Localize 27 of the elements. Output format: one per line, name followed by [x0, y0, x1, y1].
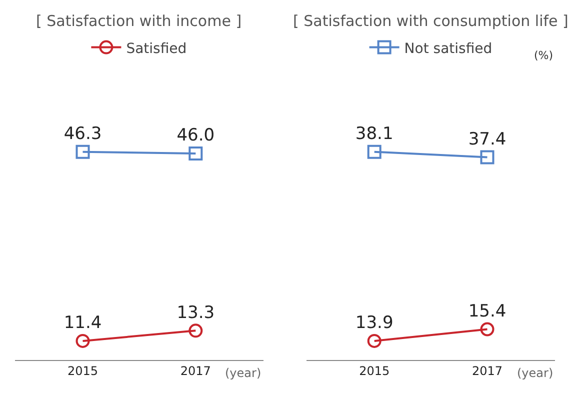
- point: [188, 146, 203, 160]
- data-label: 46.0: [176, 126, 215, 146]
- x-axis-title: (year): [225, 366, 262, 380]
- point: [188, 324, 203, 338]
- legend-label: Not satisfied: [404, 40, 492, 57]
- data-label: 13.3: [176, 302, 215, 323]
- y-axis-title: (%): [534, 49, 554, 62]
- point: [480, 150, 494, 164]
- data-label: 13.9: [355, 313, 394, 334]
- x-tick-label: 2015: [359, 364, 390, 378]
- data-label: 11.4: [64, 313, 102, 334]
- legend-label: Satisfied: [126, 40, 187, 57]
- point: [76, 144, 90, 159]
- x-tick-label: 2015: [67, 364, 98, 378]
- x-tick-label: 2017: [472, 364, 503, 378]
- data-label: 46.3: [64, 124, 102, 144]
- data-label: 15.4: [468, 301, 506, 322]
- x-tick-label: 2017: [180, 364, 211, 378]
- point: [367, 144, 382, 159]
- chart-title: [ Satisfaction with income ]: [36, 12, 242, 30]
- point: [76, 334, 90, 348]
- point: [480, 322, 494, 336]
- chart-title: [ Satisfaction with consumption life ]: [293, 12, 568, 30]
- data-label: 38.1: [355, 124, 394, 144]
- x-axis-title: (year): [517, 366, 554, 380]
- point: [367, 334, 382, 348]
- data-label: 37.4: [468, 130, 506, 150]
